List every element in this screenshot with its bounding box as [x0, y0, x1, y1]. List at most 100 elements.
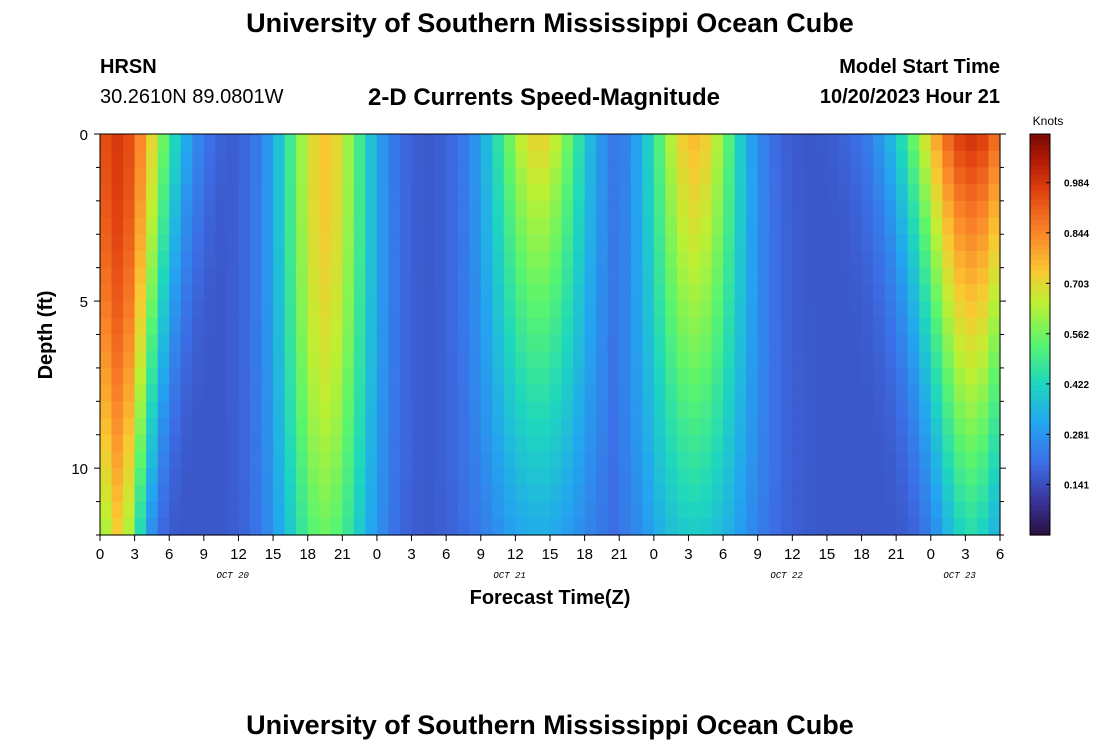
heatmap-cell: [965, 150, 978, 169]
heatmap-cell: [250, 250, 263, 269]
heatmap-cell: [538, 518, 551, 536]
heatmap-cell: [873, 267, 886, 285]
heatmap-cell: [700, 217, 713, 235]
heatmap-cell: [192, 250, 205, 269]
heatmap-cell: [769, 234, 782, 252]
heatmap-cell: [780, 484, 793, 503]
heatmap-cell: [538, 217, 551, 235]
date-label: OCT 21: [493, 571, 525, 581]
heatmap-cell: [630, 167, 643, 185]
heatmap-cell: [365, 351, 378, 369]
heatmap-cell: [446, 434, 459, 453]
heatmap-cell: [815, 451, 828, 469]
heatmap-cell: [215, 418, 228, 436]
heatmap-cell: [411, 484, 424, 503]
heatmap-cell: [203, 317, 216, 336]
heatmap-cell: [642, 234, 655, 252]
heatmap-cell: [515, 217, 528, 235]
colorbar-segment: [1030, 239, 1050, 245]
heatmap-cell: [226, 384, 240, 402]
heatmap-cell: [469, 150, 482, 169]
heatmap-cell: [226, 401, 240, 419]
heatmap-cell: [953, 484, 966, 503]
colorbar-segment: [1030, 149, 1050, 155]
heatmap-cell: [573, 434, 586, 453]
heatmap-cell: [873, 284, 886, 302]
heatmap-cell: [607, 217, 620, 235]
heatmap-cell: [388, 401, 401, 419]
heatmap-cell: [723, 334, 736, 352]
heatmap-cell: [896, 200, 909, 219]
heatmap-cell: [284, 484, 297, 503]
heatmap-cell: [976, 150, 990, 169]
heatmap-cell: [803, 367, 816, 386]
heatmap-cell: [815, 200, 828, 219]
heatmap-cell: [584, 200, 597, 219]
x-tick-label: 15: [542, 546, 559, 563]
heatmap-cell: [815, 367, 828, 386]
heatmap-cell: [780, 367, 793, 386]
heatmap-cell: [711, 167, 724, 185]
heatmap-cell: [930, 234, 943, 252]
heatmap-cell: [642, 401, 655, 419]
heatmap-cell: [850, 484, 863, 503]
colorbar-segment: [1030, 514, 1050, 521]
colorbar-segment: [1030, 354, 1050, 361]
colorbar-segment: [1030, 299, 1050, 306]
heatmap-cell: [261, 267, 274, 285]
heatmap-cell: [919, 217, 932, 235]
heatmap-cell: [584, 367, 597, 386]
heatmap-cell: [261, 384, 274, 402]
heatmap-cell: [607, 484, 620, 503]
heatmap-cell: [584, 401, 597, 419]
heatmap-cell: [134, 234, 147, 252]
heatmap-cell: [965, 451, 978, 469]
heatmap-cell: [919, 317, 932, 336]
heatmap-cell: [388, 284, 401, 302]
heatmap-cell: [561, 418, 574, 436]
heatmap-cell: [296, 284, 309, 302]
colorbar-segment: [1030, 479, 1050, 486]
heatmap-cell: [123, 317, 136, 336]
heatmap-cell: [573, 501, 586, 519]
heatmap-cell: [134, 217, 147, 235]
heatmap-cell: [942, 484, 955, 503]
heatmap-cell: [480, 234, 493, 252]
heatmap-cell: [734, 434, 747, 453]
heatmap-cell: [746, 367, 759, 386]
heatmap-cell: [942, 384, 955, 402]
heatmap-cell: [203, 434, 216, 453]
heatmap-cell: [988, 501, 1001, 519]
heatmap-cell: [976, 367, 990, 386]
heatmap-cell: [273, 184, 286, 202]
heatmap-cell: [526, 367, 540, 386]
heatmap-cell: [123, 484, 136, 503]
heatmap-cell: [884, 234, 897, 252]
heatmap-cell: [584, 501, 597, 519]
heatmap-cell: [250, 451, 263, 469]
heatmap-cell: [769, 384, 782, 402]
x-tick-label: 21: [888, 546, 905, 563]
heatmap-cell: [284, 384, 297, 402]
heatmap-cell: [411, 217, 424, 235]
heatmap-cell: [642, 468, 655, 486]
heatmap-cell: [492, 150, 505, 169]
heatmap-cell: [630, 434, 643, 453]
heatmap-cell: [423, 134, 436, 152]
heatmap-cell: [296, 317, 309, 336]
heatmap-cell: [307, 200, 320, 219]
heatmap-cell: [550, 434, 563, 453]
heatmap-cell: [180, 150, 193, 169]
heatmap-cell: [850, 367, 863, 386]
heatmap-cell: [538, 367, 551, 386]
heatmap-cell: [723, 301, 736, 319]
heatmap-cell: [538, 418, 551, 436]
heatmap-cell: [250, 200, 263, 219]
heatmap-cell: [746, 184, 759, 202]
heatmap-cell: [307, 451, 320, 469]
heatmap-cell: [157, 401, 170, 419]
heatmap-cell: [469, 184, 482, 202]
heatmap-cell: [988, 484, 1001, 503]
heatmap-cell: [434, 284, 447, 302]
heatmap-cell: [642, 200, 655, 219]
